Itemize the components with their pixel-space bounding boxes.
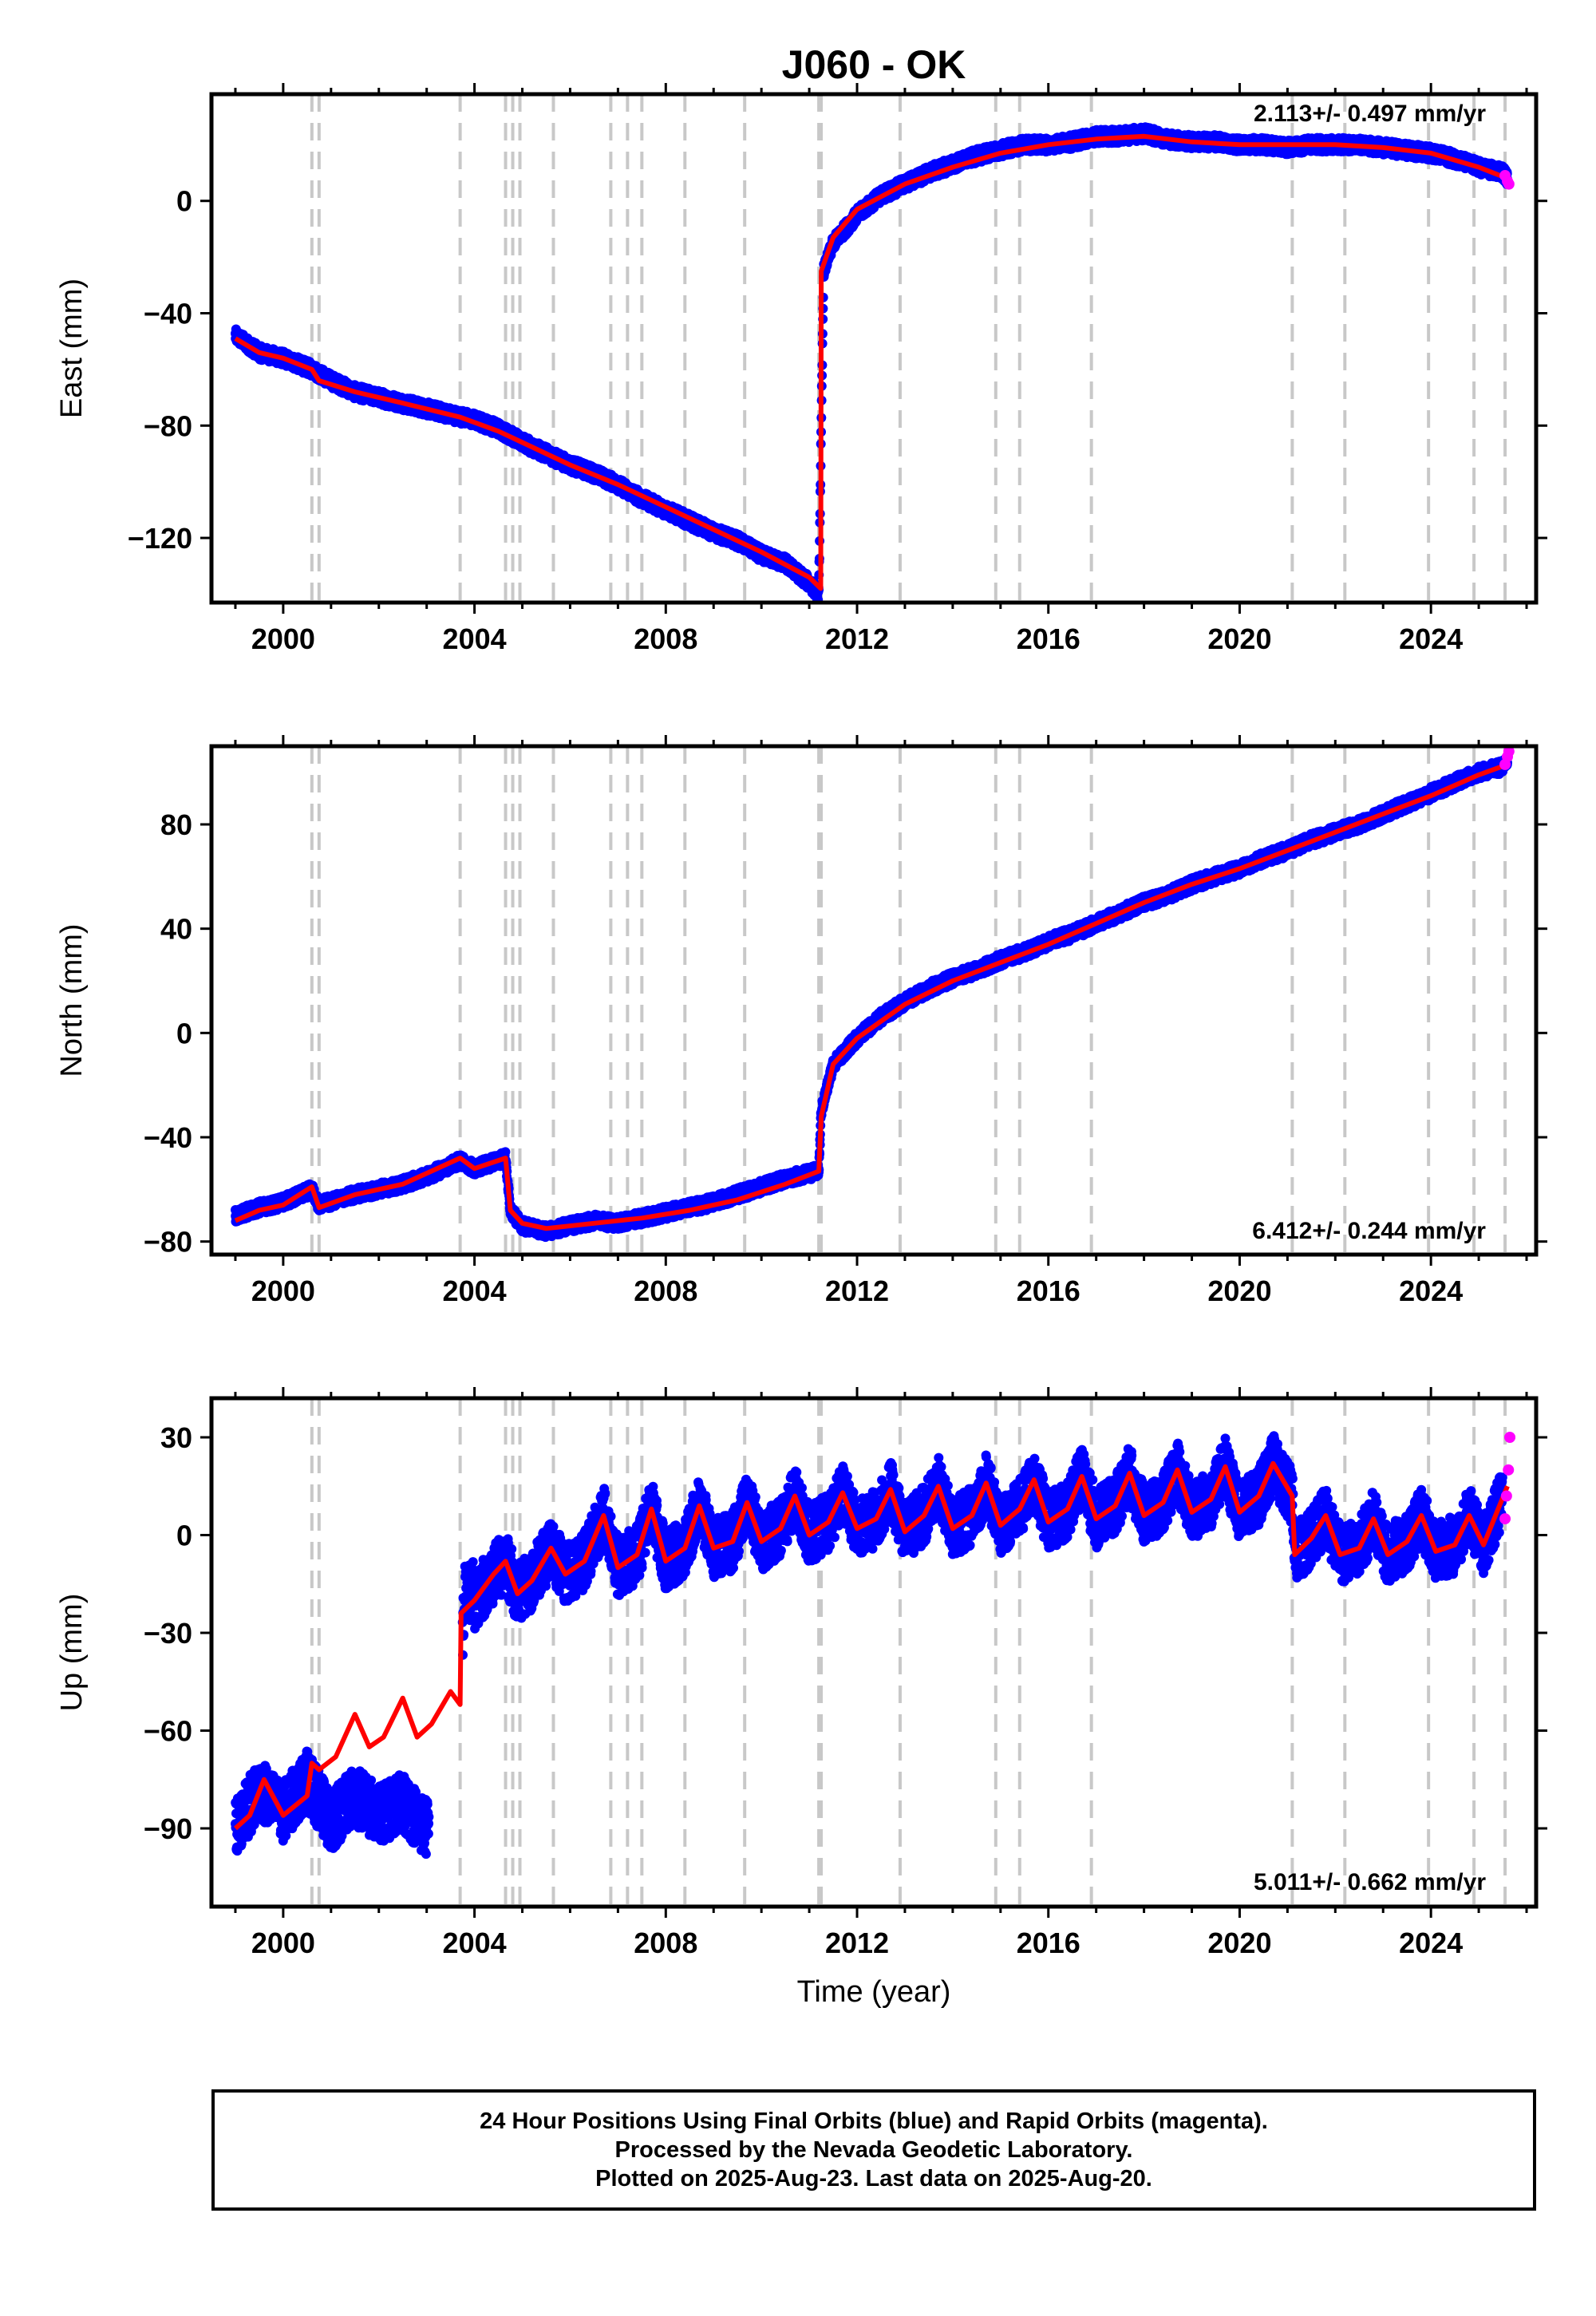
final-orbit-points <box>231 122 1512 603</box>
plot-area <box>231 94 1515 603</box>
panels: 2000 2004 2008 2012 2016 2020 2024−120−80−400E… <box>55 83 1547 1959</box>
panel-east: 2000 2004 2008 2012 2016 2020 2024−120−80−400E… <box>55 83 1547 655</box>
figure-title: J060 - OK <box>782 42 966 87</box>
